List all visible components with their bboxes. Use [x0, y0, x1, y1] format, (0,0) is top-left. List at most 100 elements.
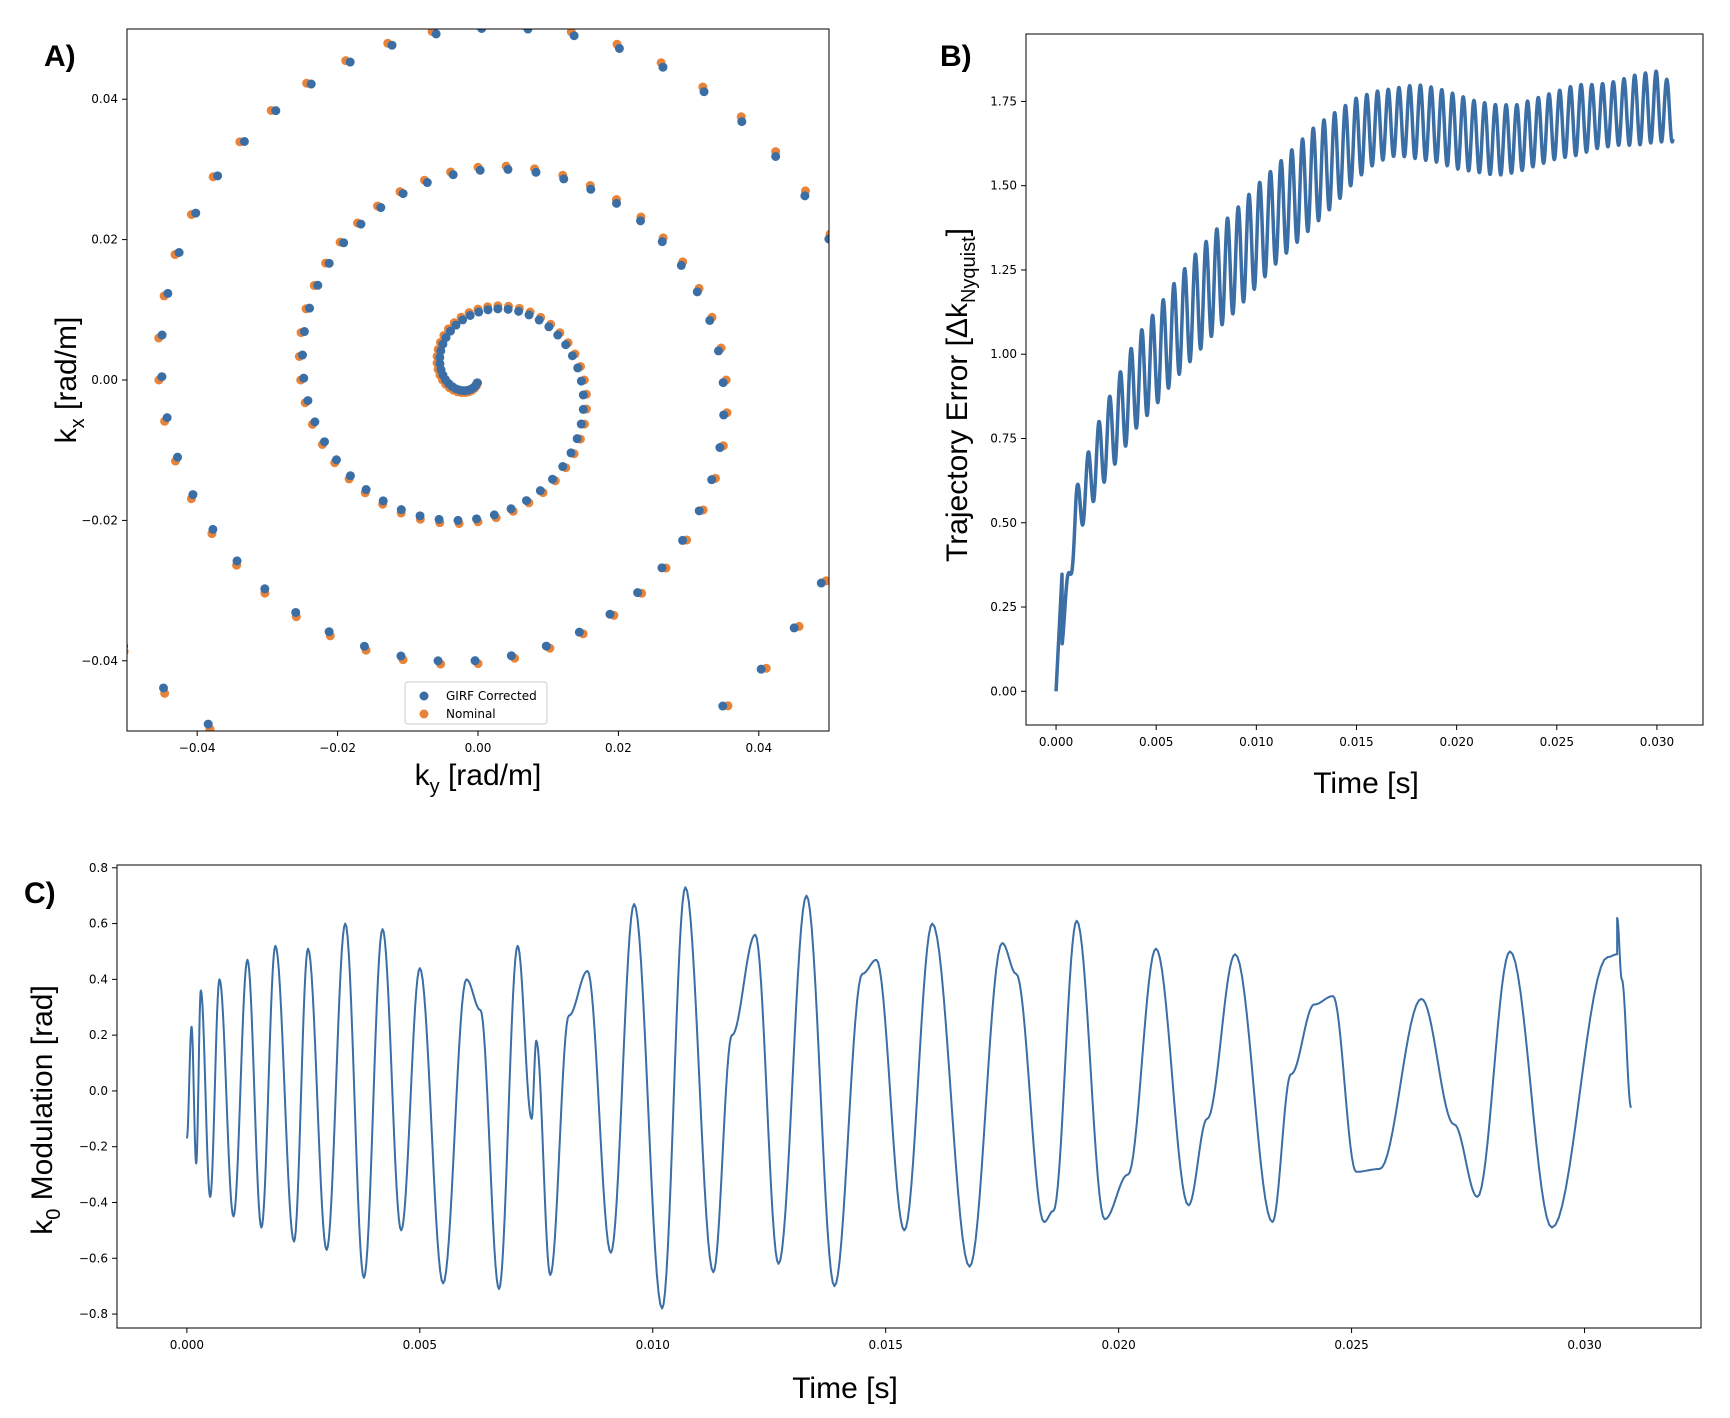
panel-b-ylabel-end: ] — [941, 228, 974, 236]
panel-c-ylabel: k0 Modulation [rad] — [26, 985, 65, 1235]
girf-corrected-point — [451, 320, 461, 330]
girf-corrected-point — [188, 490, 198, 500]
y-tick-label: 1.00 — [990, 347, 1017, 361]
nominal-point — [844, 276, 853, 285]
y-tick-label: −0.8 — [79, 1307, 108, 1321]
panel-c-xlabel: Time [s] — [792, 1372, 898, 1405]
girf-corrected-point — [569, 31, 579, 41]
girf-corrected-point — [578, 404, 588, 414]
girf-corrected-point — [713, 346, 723, 356]
girf-corrected-point — [291, 607, 301, 617]
girf-corrected-point — [503, 164, 513, 174]
girf-corrected-point — [469, 798, 478, 807]
girf-corrected-point — [534, 315, 544, 325]
nominal-point — [863, 427, 872, 436]
girf-corrected-point — [398, 189, 408, 199]
y-tick-label: 0.4 — [89, 972, 108, 986]
girf-corrected-point — [737, 117, 747, 127]
girf-corrected-point — [800, 191, 810, 201]
girf-corrected-point — [544, 322, 554, 332]
x-tick-label: 0.025 — [1334, 1338, 1368, 1352]
y-tick-label: −0.4 — [79, 1195, 108, 1209]
girf-corrected-point — [576, 376, 586, 386]
x-tick-label: 0.04 — [745, 741, 772, 755]
girf-corrected-point — [553, 330, 563, 340]
girf-corrected-point — [719, 410, 729, 420]
panel-c-modulation-line — [185, 886, 1633, 1310]
panel-c-ylabel-unit: Modulation [rad] — [26, 985, 59, 1208]
girf-corrected-point — [356, 219, 366, 229]
girf-corrected-point — [614, 43, 624, 53]
girf-corrected-point — [22, 430, 31, 439]
panel-c-line-chart: C) 0.000 0.005 0.010 0.015 0.020 0.025 0.030 −0… — [24, 861, 1702, 1405]
girf-corrected-point — [477, 29, 487, 33]
panel-b-xlabel: Time [s] — [1313, 767, 1419, 800]
girf-corrected-point — [514, 306, 524, 316]
girf-corrected-point — [445, 326, 455, 336]
girf-corrected-point — [531, 167, 541, 177]
nominal-point — [582, 781, 591, 790]
girf-corrected-point — [658, 62, 668, 72]
girf-corrected-point — [435, 359, 445, 369]
panel-a-xlabel-main: k — [415, 759, 431, 792]
girf-corrected-point — [299, 327, 309, 337]
girf-corrected-point — [191, 208, 201, 218]
girf-corrected-point — [324, 258, 334, 268]
girf-corrected-point — [558, 462, 568, 472]
x-tick-label: −0.04 — [179, 741, 216, 755]
girf-corrected-point — [493, 304, 503, 314]
girf-corrected-point — [85, 594, 94, 603]
panel-a-xlabel-sub: y — [430, 776, 440, 798]
nominal-point — [856, 478, 865, 487]
girf-corrected-point — [489, 510, 499, 520]
x-tick-label: 0.025 — [1540, 735, 1574, 749]
girf-corrected-point — [789, 623, 799, 633]
x-tick-label: 0.015 — [1339, 735, 1373, 749]
girf-corrected-point — [441, 332, 451, 342]
girf-corrected-point — [636, 216, 646, 226]
girf-corrected-point — [475, 165, 485, 175]
girf-corrected-point — [376, 203, 386, 213]
girf-corrected-point — [304, 772, 313, 781]
nominal-point — [633, 760, 642, 769]
girf-corrected-point — [173, 452, 183, 462]
girf-corrected-point — [434, 514, 444, 524]
nominal-point — [56, 548, 65, 557]
girf-corrected-point — [524, 792, 533, 801]
panel-a-ylabel-unit: [rad/m] — [50, 317, 83, 419]
girf-corrected-point — [718, 701, 728, 711]
girf-corrected-point — [271, 106, 281, 116]
girf-corrected-point — [435, 352, 445, 362]
girf-corrected-point — [605, 609, 615, 619]
x-tick-label: 0.00 — [465, 741, 492, 755]
panel-a-scatter-chart: A) −0.04 −0.02 0.00 0.02 0.04 −0.04 −0.02 0.00 0… — [22, 28, 872, 807]
x-tick-label: 0.015 — [869, 1338, 903, 1352]
panel-c-ylabel-main: k — [26, 1219, 59, 1235]
girf-corrected-point — [157, 372, 167, 382]
x-tick-label: 0.010 — [636, 1338, 670, 1352]
panel-b-ylabel-main: Trajectory Error [Δk — [941, 302, 974, 562]
x-tick-label: 0.000 — [1039, 735, 1073, 749]
y-tick-label: 0.0 — [89, 1084, 108, 1098]
y-tick-label: −0.04 — [81, 654, 118, 668]
girf-corrected-point — [852, 481, 861, 490]
y-tick-label: 0.6 — [89, 917, 108, 931]
girf-corrected-point — [676, 260, 686, 270]
girf-corrected-point — [305, 303, 315, 313]
girf-corrected-point — [860, 380, 869, 389]
girf-corrected-point — [576, 419, 586, 429]
girf-corrected-point — [358, 788, 367, 797]
y-tick-label: 0.02 — [91, 233, 118, 247]
girf-corrected-point — [521, 496, 531, 506]
girf-corrected-point — [824, 234, 829, 244]
girf-corrected-point — [657, 563, 667, 573]
girf-corrected-point — [458, 315, 468, 325]
girf-corrected-point — [559, 174, 569, 184]
panel-a-ylabel-sub: x — [67, 418, 89, 428]
girf-corrected-point — [567, 351, 577, 361]
girf-corrected-point — [174, 248, 184, 258]
girf-corrected-point — [694, 506, 704, 516]
y-tick-label: 0.2 — [89, 1028, 108, 1042]
girf-corrected-point — [239, 136, 249, 146]
x-tick-label: 0.020 — [1101, 1338, 1135, 1352]
